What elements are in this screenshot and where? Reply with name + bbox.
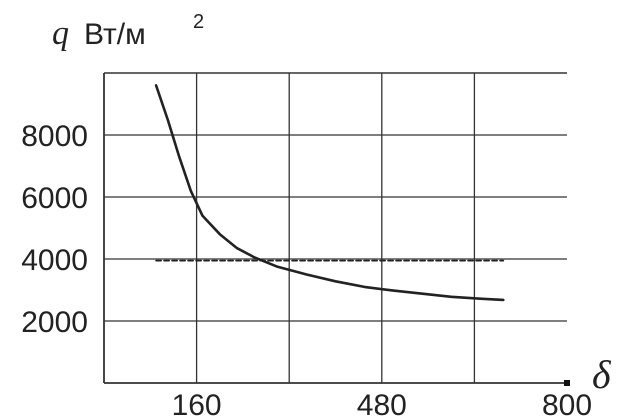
- x-axis-variable-label: δ: [592, 352, 612, 397]
- heat-flux-curve: [154, 84, 505, 302]
- y-axis-unit-superscript: 2: [193, 11, 204, 33]
- x-tick-label: 800: [542, 389, 592, 419]
- y-tick-label: 8000: [21, 120, 88, 153]
- y-axis-unit-label: Вт/м: [84, 18, 146, 51]
- x-tick-label: 160: [172, 389, 222, 419]
- y-axis-variable-label: q: [52, 15, 69, 52]
- y-tick-label: 4000: [21, 244, 88, 277]
- y-tick-label: 2000: [21, 306, 88, 339]
- x-tick-label: 480: [357, 389, 407, 419]
- y-tick-label: 6000: [21, 182, 88, 215]
- x-axis-end-marker: [564, 380, 570, 386]
